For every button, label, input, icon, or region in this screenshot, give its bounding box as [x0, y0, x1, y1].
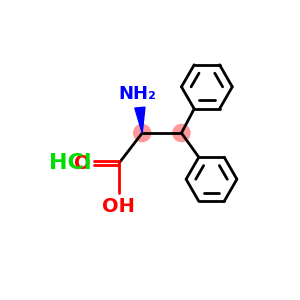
Text: OH: OH — [101, 197, 134, 216]
Circle shape — [173, 124, 190, 142]
Text: NH₂: NH₂ — [118, 85, 157, 103]
Text: O: O — [74, 154, 91, 172]
Circle shape — [134, 124, 151, 142]
Polygon shape — [135, 107, 145, 133]
Text: HCl: HCl — [49, 153, 92, 173]
